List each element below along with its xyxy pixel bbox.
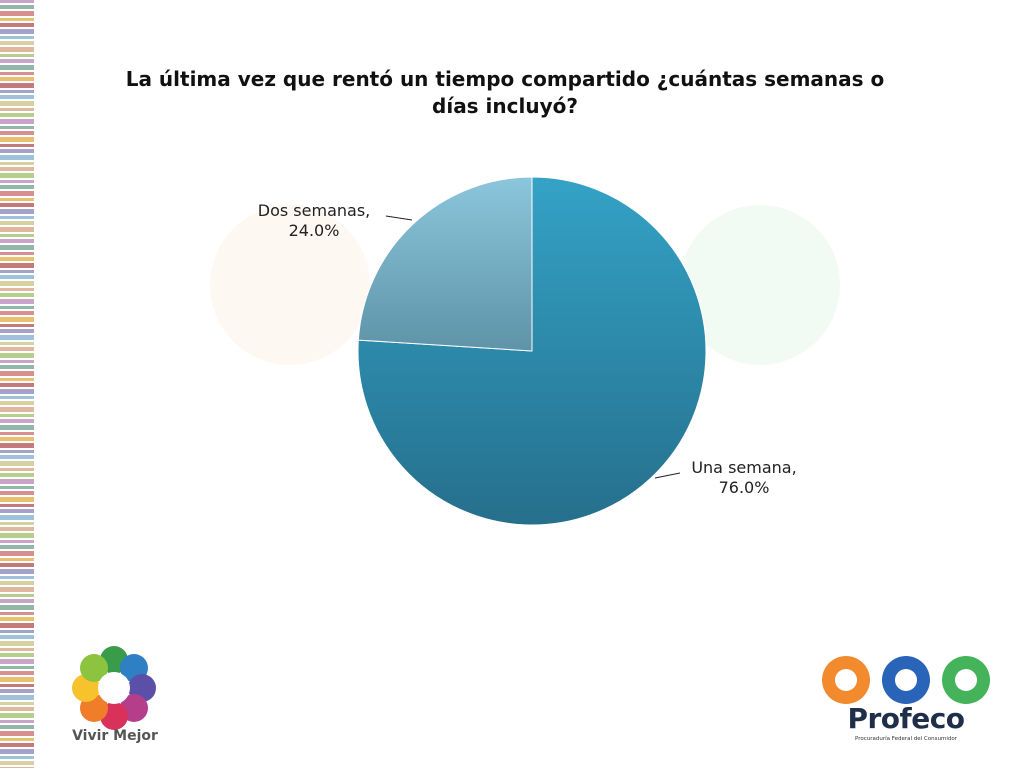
vivir-mejor-text: Vivir Mejor	[72, 728, 158, 744]
chart-title-line-1: La última vez que rentó un tiempo compar…	[125, 67, 885, 91]
slice-value-dos-semanas: 24.0%	[289, 221, 340, 240]
profeco-subtitle: Procuraduría Federal del Consumidor	[855, 736, 957, 742]
leader-line-dos-semanas	[385, 215, 413, 221]
slice-value-una-semana: 76.0%	[719, 478, 770, 497]
pie-slice-dos-semanas	[357, 176, 533, 352]
chart-title-line-2: días incluyó?	[432, 94, 578, 118]
profeco-logo	[822, 656, 990, 704]
slice-label-una-semana: Una semana,	[691, 458, 796, 477]
vivir-mejor-logo	[72, 646, 156, 730]
slice-label-dos-semanas: Dos semanas,	[258, 201, 370, 220]
profeco-name: Profeco	[847, 702, 965, 735]
chart-title: La última vez que rentó un tiempo compar…	[100, 66, 910, 120]
leader-line-una-semana	[654, 472, 681, 479]
decorative-stripe-border	[0, 0, 34, 768]
